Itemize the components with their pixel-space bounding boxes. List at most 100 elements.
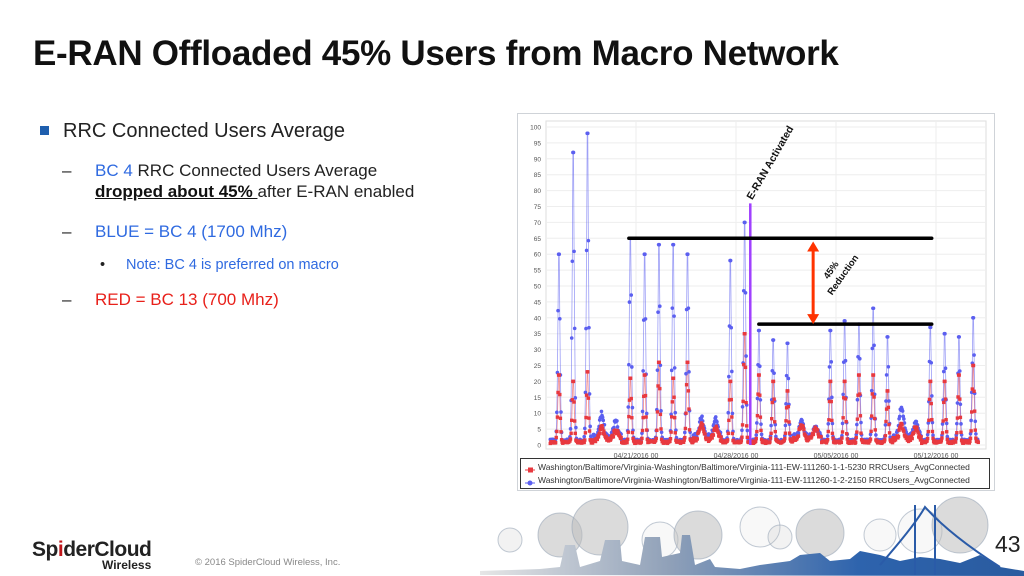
data-point-red: [595, 437, 600, 442]
data-point-red: [611, 435, 616, 439]
data-point-red: [657, 360, 661, 365]
data-point-red: [584, 415, 588, 420]
data-point-red: [931, 436, 935, 440]
data-point-red: [928, 379, 933, 384]
data-point-blue: [556, 308, 560, 313]
data-point-blue: [657, 242, 662, 247]
data-point-red: [839, 440, 844, 445]
data-point-blue: [629, 293, 634, 297]
data-point-blue: [784, 373, 789, 378]
y-tick-label: 80: [534, 188, 542, 195]
data-point-blue: [840, 421, 845, 426]
data-point-red: [914, 428, 918, 432]
data-point-red: [555, 415, 560, 419]
data-point-blue: [730, 411, 735, 416]
data-point-red: [942, 400, 946, 405]
data-point-blue: [830, 421, 835, 426]
data-point-blue: [558, 316, 562, 321]
data-point-blue: [944, 421, 949, 426]
data-point-blue: [640, 409, 645, 414]
data-point-red: [786, 389, 790, 393]
bullet-main-text: RRC Connected Users Average: [63, 120, 345, 142]
data-point-red: [643, 393, 648, 398]
data-point-red: [941, 419, 945, 423]
data-point-red: [927, 397, 932, 402]
data-point-blue: [945, 434, 950, 439]
data-point-blue: [929, 360, 934, 365]
data-point-blue: [655, 368, 660, 372]
x-tick-label: 05/05/2016 00: [814, 453, 859, 460]
data-point-red: [745, 435, 750, 440]
data-point-red: [640, 436, 644, 441]
data-point-red: [815, 428, 820, 432]
data-point-red: [604, 434, 608, 439]
data-point-blue: [843, 319, 847, 323]
data-point-red: [740, 423, 745, 427]
data-point-red: [915, 425, 919, 429]
y-tick-label: 55: [534, 268, 542, 275]
data-point-red: [915, 429, 920, 433]
data-point-red: [699, 421, 704, 425]
data-point-red: [903, 434, 908, 438]
data-point-red: [891, 435, 895, 440]
data-point-red: [926, 429, 930, 434]
data-point-red: [870, 414, 874, 418]
data-point-red: [958, 397, 962, 401]
dash-icon: –: [62, 290, 72, 309]
data-point-blue: [843, 358, 848, 363]
data-point-red: [628, 376, 633, 380]
data-point-red: [586, 396, 591, 400]
data-point-red: [940, 436, 944, 440]
data-point-red: [955, 431, 959, 435]
data-point-red: [717, 432, 722, 437]
y-tick-label: 35: [534, 331, 542, 338]
y-tick-label: 5: [537, 427, 541, 434]
data-point-blue: [958, 402, 963, 407]
data-point-red: [670, 400, 675, 404]
data-point-red: [597, 431, 602, 435]
data-point-red: [743, 332, 747, 336]
data-point-red: [840, 430, 845, 434]
data-point-blue: [626, 405, 631, 409]
data-point-red: [640, 428, 645, 433]
data-point-red: [825, 437, 830, 442]
data-point-red: [655, 428, 659, 432]
data-point-blue: [713, 415, 718, 419]
data-point-red: [912, 430, 916, 435]
data-point-red: [572, 400, 576, 404]
data-point-blue: [683, 430, 687, 435]
data-point-red: [972, 409, 977, 413]
data-point-red: [692, 436, 696, 440]
data-point-red: [753, 439, 758, 444]
data-point-red: [727, 398, 732, 402]
data-point-blue: [972, 353, 976, 357]
data-point-red: [884, 407, 889, 411]
data-point-blue: [872, 343, 876, 348]
arrow-down-icon: [807, 314, 820, 325]
data-point-red: [918, 438, 923, 442]
data-point-red: [558, 416, 563, 420]
data-point-red: [571, 379, 576, 384]
data-point-red: [855, 430, 859, 434]
note-text: Note: BC 4 is preferred on macro: [126, 257, 339, 273]
data-point-red: [655, 410, 660, 414]
data-point-red: [956, 395, 960, 399]
data-point-red: [759, 437, 764, 442]
data-point-red: [598, 427, 602, 432]
data-point-red: [972, 389, 976, 393]
data-point-red: [714, 424, 719, 429]
y-tick-label: 90: [534, 156, 542, 163]
data-point-red: [741, 399, 745, 404]
data-point-blue: [587, 325, 591, 330]
data-point-red: [619, 435, 623, 440]
data-point-red: [711, 433, 716, 437]
data-point-blue: [658, 304, 662, 309]
data-point-blue: [958, 369, 962, 373]
data-point-red: [968, 439, 972, 444]
data-point-red: [887, 422, 891, 427]
data-point-red: [811, 432, 816, 437]
data-point-blue: [885, 335, 890, 339]
data-point-red: [871, 373, 876, 377]
data-point-red: [727, 418, 731, 423]
data-point-red: [759, 428, 763, 433]
